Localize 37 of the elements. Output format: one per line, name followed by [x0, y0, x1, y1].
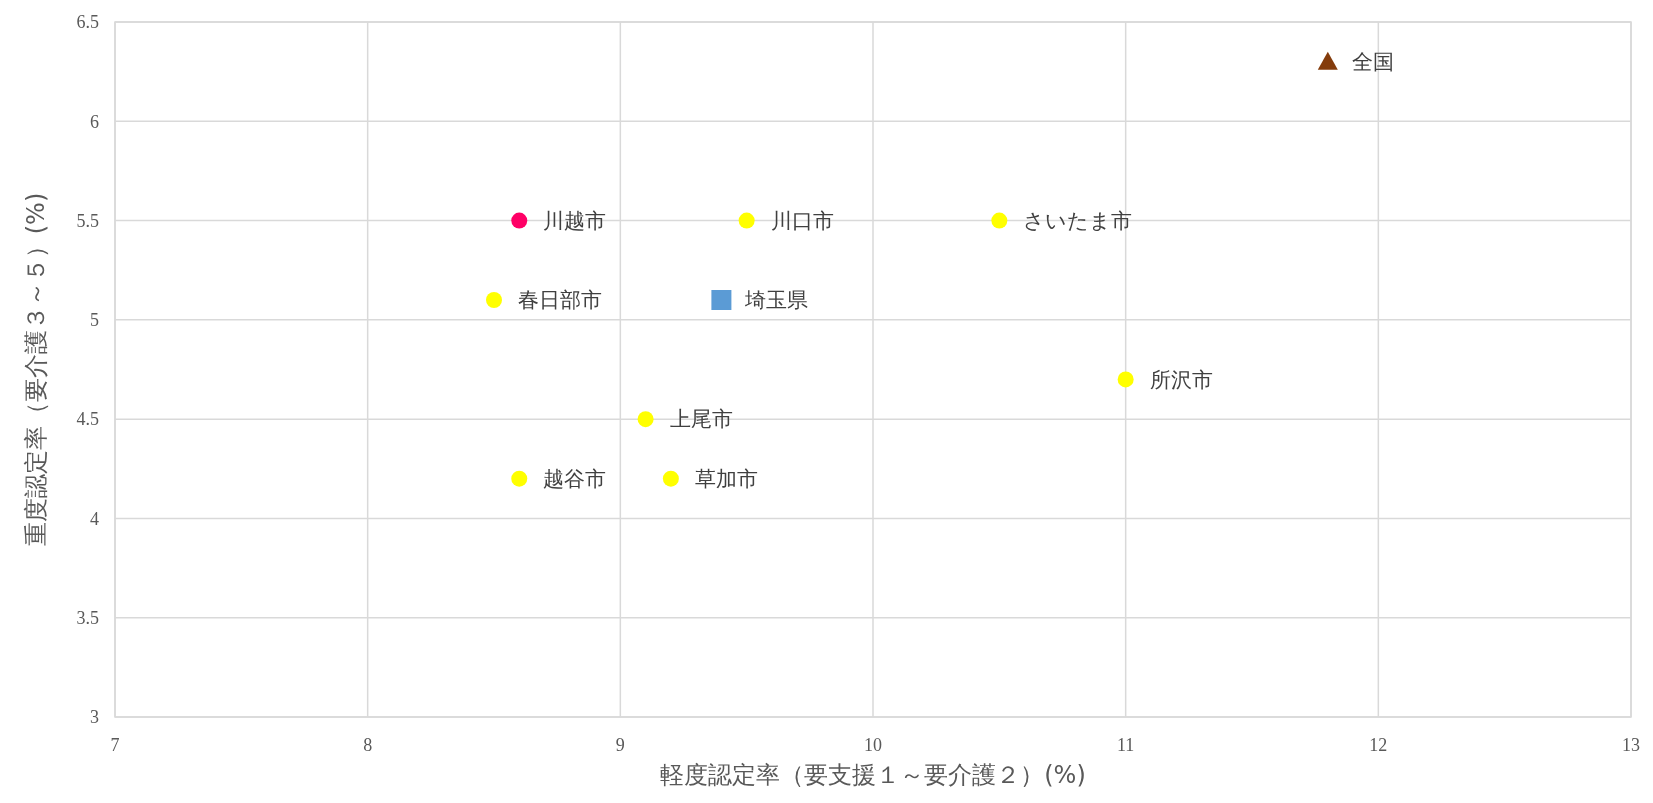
y-tick-label: 5 — [90, 310, 99, 331]
point — [1317, 51, 1338, 70]
series-label: 川越市 — [543, 208, 607, 233]
series-label: 全国 — [1351, 50, 1394, 75]
point — [711, 290, 732, 310]
y-tick-label: 5.5 — [76, 210, 99, 231]
series-label: 川口市 — [770, 208, 834, 233]
x-tick-label: 10 — [864, 735, 882, 755]
y-axis-title: 重度認定率（要介護３～５）(%) — [22, 192, 50, 547]
x-tick-label: 8 — [363, 735, 373, 755]
x-axis-title: 軽度認定率（要支援１～要介護２）(%) — [660, 761, 1086, 789]
point — [738, 212, 755, 229]
y-tick-label: 3.5 — [76, 608, 99, 629]
x-tick-label: 9 — [615, 735, 625, 755]
series-label: 所沢市 — [1149, 367, 1213, 392]
x-tick-label: 7 — [110, 735, 120, 755]
series-label: さいたま市 — [1023, 208, 1133, 233]
x-tick-label: 13 — [1622, 735, 1640, 755]
y-tick-label: 4 — [90, 508, 99, 529]
series-label: 埼玉県 — [744, 288, 809, 313]
series-label: 上尾市 — [669, 407, 733, 432]
x-tick-label: 11 — [1116, 735, 1135, 755]
point — [1117, 371, 1134, 388]
y-tick-label: 4.5 — [76, 409, 99, 430]
point — [486, 292, 502, 308]
point — [511, 212, 528, 229]
point — [637, 411, 654, 428]
x-tick-label: 12 — [1369, 735, 1388, 755]
point — [511, 470, 528, 487]
series-label: 春日部市 — [518, 288, 602, 313]
series-label: 草加市 — [694, 467, 758, 492]
y-tick-label: 6.5 — [76, 12, 99, 33]
series-label: 越谷市 — [543, 467, 607, 492]
point — [662, 470, 679, 487]
y-tick-label: 3 — [90, 707, 99, 728]
y-tick-label: 6 — [90, 111, 99, 132]
point — [991, 212, 1008, 229]
